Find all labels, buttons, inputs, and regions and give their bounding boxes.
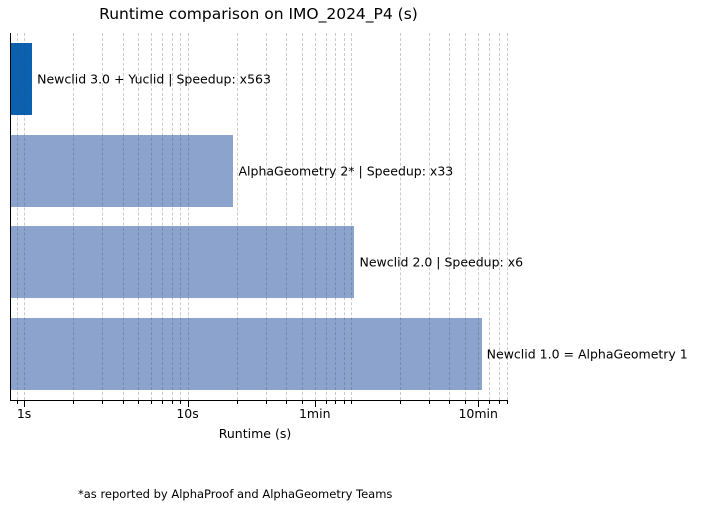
gridline	[301, 33, 303, 400]
bar-label-0: Newclid 3.0 + Yuclid | Speedup: x563	[37, 71, 271, 87]
minor-tick	[236, 401, 238, 404]
minor-tick	[151, 401, 153, 404]
bar-1	[10, 134, 234, 207]
gridline	[102, 33, 104, 400]
gridline	[449, 33, 451, 400]
major-tick	[187, 401, 189, 407]
minor-tick	[171, 401, 173, 404]
minor-tick	[265, 401, 267, 404]
gridline	[236, 33, 238, 400]
x-tick-label-0: 1s	[16, 406, 32, 421]
y-axis-spine	[10, 33, 11, 401]
bar-2	[10, 226, 355, 299]
minor-tick	[16, 401, 18, 404]
gridline	[489, 33, 491, 400]
gridline	[187, 33, 189, 400]
gridline	[429, 33, 430, 400]
minor-tick	[429, 401, 430, 404]
minor-tick	[335, 401, 337, 404]
chart-title: Runtime comparison on IMO_2024_P4 (s)	[99, 5, 418, 23]
gridline	[507, 33, 508, 400]
minor-tick	[102, 401, 104, 404]
x-tick-label-1: 10s	[176, 406, 199, 421]
minor-tick	[343, 401, 345, 404]
footnote: *as reported by AlphaProof and AlphaGeom…	[78, 487, 393, 501]
bar-0	[10, 42, 33, 115]
bar-label-2: Newclid 2.0 | Speedup: x6	[359, 254, 524, 270]
minor-tick	[162, 401, 164, 404]
gridline	[465, 33, 467, 400]
minor-tick	[465, 401, 467, 404]
minor-tick	[325, 401, 327, 404]
gridline	[151, 33, 153, 400]
gridline	[285, 33, 287, 400]
bar-3	[10, 318, 482, 391]
minor-tick	[180, 401, 182, 404]
gridline	[325, 33, 327, 400]
gridline	[314, 33, 316, 400]
gridline	[478, 33, 480, 400]
major-tick	[478, 401, 480, 407]
minor-tick	[489, 401, 491, 404]
x-axis-label: Runtime (s)	[218, 426, 292, 441]
minor-tick	[138, 401, 140, 404]
minor-tick	[449, 401, 451, 404]
gridline	[138, 33, 140, 400]
x-tick-label-3: 10min	[458, 406, 498, 421]
major-tick	[24, 401, 26, 407]
x-tick-label-2: 1min	[298, 406, 331, 421]
major-tick	[314, 401, 316, 407]
gridline	[498, 33, 500, 400]
minor-tick	[400, 401, 402, 404]
gridline	[180, 33, 182, 400]
gridline	[335, 33, 337, 400]
gridline	[73, 33, 75, 400]
bar-label-1: AlphaGeometry 2* | Speedup: x33	[238, 163, 454, 179]
minor-tick	[122, 401, 124, 404]
minor-tick	[507, 401, 508, 404]
gridline	[16, 33, 18, 400]
gridline	[162, 33, 164, 400]
bar-label-3: Newclid 1.0 = AlphaGeometry 1	[486, 346, 688, 362]
minor-tick	[73, 401, 75, 404]
minor-tick	[498, 401, 500, 404]
gridline	[400, 33, 402, 400]
gridline	[351, 33, 353, 400]
x-axis-spine	[10, 400, 508, 401]
minor-tick	[285, 401, 287, 404]
gridline	[122, 33, 124, 400]
minor-tick	[301, 401, 303, 404]
gridline	[343, 33, 345, 400]
gridline	[265, 33, 267, 400]
gridline	[171, 33, 173, 400]
gridline	[24, 33, 26, 400]
minor-tick	[351, 401, 353, 404]
